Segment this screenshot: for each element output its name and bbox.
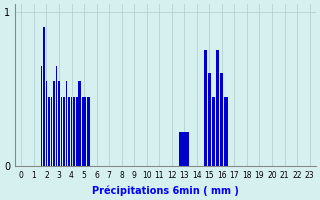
Bar: [212, 97, 215, 166]
Bar: [73, 97, 75, 166]
Bar: [45, 81, 47, 166]
Bar: [208, 73, 211, 166]
Bar: [83, 97, 86, 166]
Bar: [180, 132, 189, 166]
Bar: [87, 97, 90, 166]
Bar: [60, 97, 62, 166]
Bar: [68, 97, 70, 166]
X-axis label: Précipitations 6min ( mm ): Précipitations 6min ( mm ): [92, 185, 239, 196]
Bar: [66, 81, 68, 166]
Bar: [63, 97, 65, 166]
Bar: [41, 66, 43, 166]
Bar: [216, 50, 219, 166]
Bar: [76, 97, 77, 166]
Bar: [58, 81, 60, 166]
Bar: [224, 97, 228, 166]
Bar: [48, 97, 50, 166]
Bar: [71, 97, 73, 166]
Bar: [78, 81, 82, 166]
Bar: [51, 97, 52, 166]
Bar: [43, 27, 45, 166]
Bar: [204, 50, 207, 166]
Bar: [53, 81, 55, 166]
Bar: [56, 66, 58, 166]
Bar: [220, 73, 223, 166]
